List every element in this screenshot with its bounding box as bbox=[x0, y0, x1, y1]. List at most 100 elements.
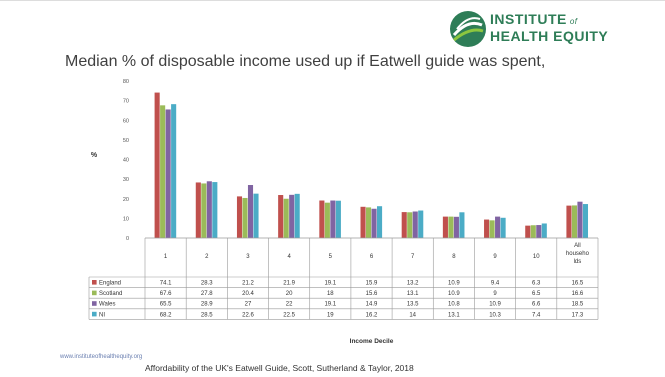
institute-logo: INSTITUTE of HEALTH EQUITY bbox=[448, 9, 658, 51]
category-label: househo bbox=[566, 251, 590, 257]
data-label: 10.8 bbox=[448, 302, 460, 308]
bar-wales-4 bbox=[289, 194, 295, 238]
category-label: 2 bbox=[205, 254, 209, 260]
category-label: All bbox=[574, 243, 581, 249]
bar-ni-2 bbox=[212, 182, 218, 238]
data-label: 16.5 bbox=[572, 281, 584, 287]
data-label: 18.5 bbox=[572, 302, 584, 308]
data-label: 10.9 bbox=[448, 281, 460, 287]
data-label: 13.2 bbox=[407, 281, 419, 287]
data-label: 19.1 bbox=[324, 302, 336, 308]
data-label: 28.3 bbox=[201, 281, 213, 287]
bar-scotland-9 bbox=[489, 220, 495, 238]
bar-scotland-4 bbox=[283, 198, 289, 238]
bar-england-1 bbox=[154, 92, 160, 238]
logo-emblem-icon bbox=[450, 11, 486, 47]
data-label: 14.9 bbox=[366, 302, 378, 308]
bar-ni-3 bbox=[253, 193, 259, 238]
data-label: 21.9 bbox=[283, 281, 295, 287]
bar-england-11 bbox=[566, 205, 572, 238]
bar-scotland-11 bbox=[571, 205, 578, 238]
category-label: lds bbox=[574, 259, 582, 265]
data-label: 20 bbox=[286, 291, 293, 297]
legend-label-wales: Wales bbox=[99, 302, 115, 308]
y-tick-label: 30 bbox=[123, 177, 129, 183]
logo-line-2: HEALTH EQUITY bbox=[490, 28, 609, 44]
y-axis-label: % bbox=[91, 152, 98, 159]
data-label: 14 bbox=[409, 312, 416, 318]
bar-ni-4 bbox=[294, 193, 300, 238]
category-label: 8 bbox=[452, 254, 456, 260]
data-label: 22.5 bbox=[283, 312, 295, 318]
data-label: 10.3 bbox=[489, 312, 501, 318]
bar-scotland-6 bbox=[366, 207, 372, 238]
data-label: 28.9 bbox=[201, 302, 213, 308]
category-label: 6 bbox=[370, 254, 374, 260]
bar-wales-5 bbox=[330, 200, 336, 238]
y-tick-label: 60 bbox=[123, 118, 129, 124]
data-label: 22.6 bbox=[242, 312, 254, 318]
bar-wales-3 bbox=[247, 185, 254, 238]
data-label: 9 bbox=[493, 291, 497, 297]
data-label: 20.4 bbox=[242, 291, 254, 297]
data-label: 10.9 bbox=[448, 291, 460, 297]
bar-england-2 bbox=[195, 182, 201, 238]
bar-ni-7 bbox=[418, 210, 424, 238]
y-tick-label: 0 bbox=[126, 236, 129, 242]
bar-scotland-3 bbox=[242, 197, 248, 238]
category-label: 9 bbox=[493, 254, 497, 260]
footer-url: www.instituteofhealthequity.org bbox=[60, 354, 143, 360]
logo-text: INSTITUTE of HEALTH EQUITY bbox=[490, 12, 608, 44]
legend-swatch-england bbox=[92, 280, 97, 285]
data-label: 7.4 bbox=[532, 312, 541, 318]
data-label: 21.2 bbox=[242, 281, 254, 287]
y-tick-label: 80 bbox=[123, 79, 129, 85]
data-label: 13.5 bbox=[407, 302, 419, 308]
legend-swatch-wales bbox=[92, 301, 97, 306]
bar-scotland-5 bbox=[324, 202, 330, 238]
bar-england-8 bbox=[442, 216, 448, 238]
bar-ni-6 bbox=[377, 206, 383, 238]
data-label: 27.8 bbox=[201, 291, 213, 297]
data-label: 67.6 bbox=[160, 291, 172, 297]
data-label: 27 bbox=[245, 302, 252, 308]
data-label: 15.9 bbox=[366, 281, 378, 287]
bar-england-6 bbox=[360, 206, 366, 238]
bar-wales-7 bbox=[412, 211, 418, 238]
bar-england-7 bbox=[401, 212, 407, 238]
bar-england-4 bbox=[278, 195, 284, 238]
bar-england-9 bbox=[484, 219, 490, 238]
bar-wales-8 bbox=[453, 216, 459, 238]
data-label: 6.3 bbox=[532, 281, 541, 287]
bar-ni-5 bbox=[335, 200, 341, 238]
data-label: 74.1 bbox=[160, 281, 172, 287]
y-tick-label: 50 bbox=[123, 138, 129, 144]
y-tick-label: 20 bbox=[123, 197, 129, 203]
bar-england-5 bbox=[319, 200, 325, 238]
slide-title: Median % of disposable income used up if… bbox=[65, 53, 546, 70]
legend-swatch-scotland bbox=[92, 290, 97, 296]
bar-ni-11 bbox=[582, 204, 589, 238]
bar-scotland-8 bbox=[448, 216, 454, 238]
data-label: 17.3 bbox=[572, 312, 584, 318]
legend-swatch-ni bbox=[92, 311, 97, 317]
bar-ni-8 bbox=[459, 212, 465, 238]
data-label: 9.4 bbox=[491, 281, 500, 287]
data-label: 16.2 bbox=[366, 312, 378, 318]
category-label: 1 bbox=[164, 254, 168, 260]
legend-label-england: England bbox=[99, 281, 121, 287]
y-tick-label: 70 bbox=[123, 99, 129, 105]
data-label: 10.9 bbox=[489, 302, 501, 308]
y-tick-label: 10 bbox=[123, 216, 129, 222]
category-label: 7 bbox=[411, 254, 415, 260]
bar-wales-1 bbox=[165, 109, 171, 238]
logo-line-1: INSTITUTE bbox=[490, 11, 567, 27]
data-label: 19.1 bbox=[324, 281, 336, 287]
data-label: 15.6 bbox=[366, 291, 378, 297]
data-label: 6.6 bbox=[532, 302, 541, 308]
bar-england-10 bbox=[525, 225, 531, 238]
bar-scotland-1 bbox=[160, 105, 166, 239]
x-axis-label: Income Decile bbox=[350, 338, 394, 345]
data-label: 13.1 bbox=[448, 312, 460, 318]
